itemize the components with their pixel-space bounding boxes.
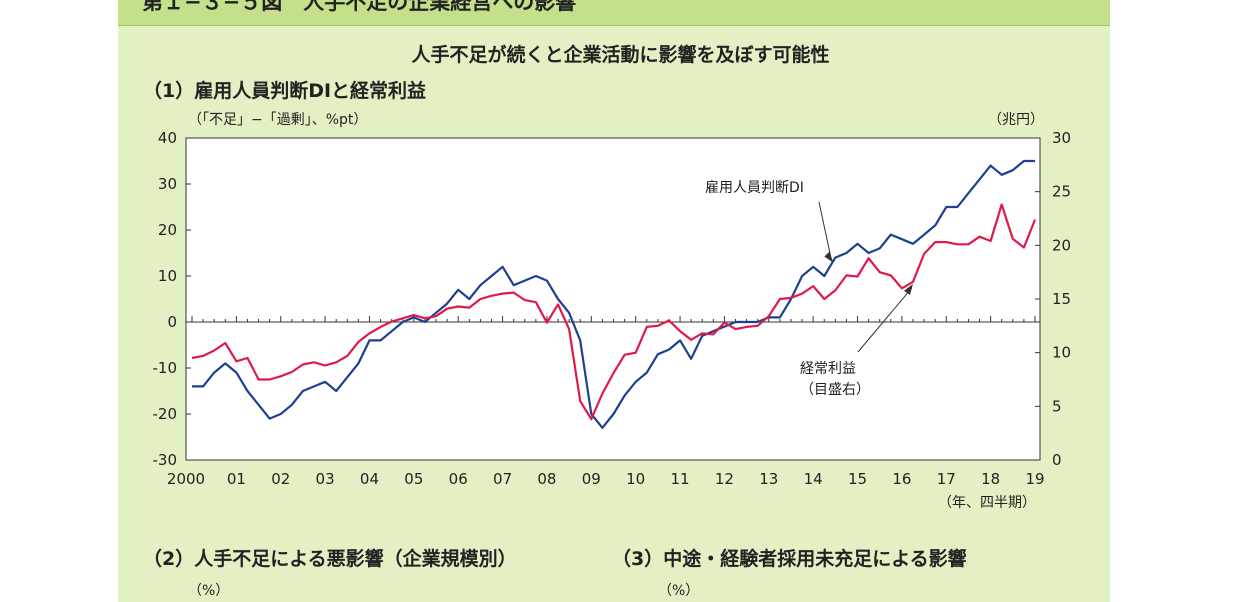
series-line-profit <box>191 203 1037 421</box>
left-tick-label: 10 <box>158 267 177 285</box>
right-axis-ticks: 30 25 20 15 10 5 0 <box>1035 129 1071 469</box>
x-tick-label: 01 <box>227 470 246 488</box>
panel1-title: （1）雇用人員判断DIと経常利益 <box>143 80 427 102</box>
figure-header: 第１−３−５図 人手不足の企業経営への影響 <box>118 0 1110 26</box>
x-tick-label: 11 <box>671 470 690 488</box>
left-axis-ticks: 40 30 20 10 0 -10 -20 -30 <box>153 129 191 469</box>
right-tick-label: 15 <box>1052 290 1071 308</box>
annotation-di-arrow <box>824 251 834 263</box>
x-tick-label: 04 <box>360 470 379 488</box>
right-axis-label: （兆円） <box>988 112 1044 128</box>
x-tick-label: 03 <box>316 470 335 488</box>
annotations: 雇用人員判断DI 経常利益 （目盛右） <box>705 179 913 398</box>
right-tick-label: 30 <box>1052 129 1071 147</box>
x-axis-ticks: 2000 01 02 03 04 05 06 07 08 09 10 11 12 13 14 15 16 17 18… <box>167 470 1045 488</box>
left-tick-label: -20 <box>153 405 178 423</box>
x-tick-label: 06 <box>449 470 468 488</box>
x-tick-label: 14 <box>804 470 823 488</box>
left-tick-label: -10 <box>153 359 178 377</box>
left-tick-label: -30 <box>153 451 178 469</box>
plot-area <box>185 137 1041 461</box>
left-tick-label: 20 <box>158 221 177 239</box>
annotation-di-leader <box>818 201 832 260</box>
right-tick-label: 20 <box>1052 236 1071 254</box>
x-tick-label: 18 <box>981 470 1000 488</box>
plot-frame <box>185 137 1041 461</box>
x-tick-label: 19 <box>1025 470 1044 488</box>
annotation-di-label: 雇用人員判断DI <box>705 179 804 196</box>
annotation-profit-note: （目盛右） <box>800 382 870 398</box>
right-tick-label: 25 <box>1052 183 1071 201</box>
x-tick-label: 07 <box>493 470 512 488</box>
right-tick-label: 10 <box>1052 344 1071 362</box>
panel3-title: （3）中途・経験者採用未充足による影響 <box>612 548 967 570</box>
annotation-profit-label: 経常利益 <box>800 361 856 377</box>
left-tick-label: 0 <box>167 313 177 331</box>
x-tick-label: 10 <box>626 470 645 488</box>
x-tick-label: 2000 <box>167 470 205 488</box>
right-tick-label: 0 <box>1052 451 1062 469</box>
annotation-profit-arrow <box>903 283 913 295</box>
x-tick-label: 17 <box>937 470 956 488</box>
x-tick-label: 13 <box>759 470 778 488</box>
left-axis-label: （「不足」−「過剰」、%pt） <box>188 112 368 128</box>
panel3-unit: （%） <box>658 583 700 599</box>
left-tick-label: 40 <box>158 129 177 147</box>
series-lines <box>191 159 1037 429</box>
x-tick-label: 08 <box>537 470 556 488</box>
left-tick-label: 30 <box>158 175 177 193</box>
annotation-profit-leader <box>857 287 913 353</box>
x-tick-label: 16 <box>892 470 911 488</box>
zero-line-with-ticks <box>186 316 1040 323</box>
headline: 人手不足が続くと企業活動に影響を及ぼす可能性 <box>411 44 830 66</box>
series-line-di <box>192 159 1035 429</box>
x-tick-label: 12 <box>715 470 734 488</box>
right-tick-label: 5 <box>1052 397 1062 415</box>
x-tick-label: 15 <box>848 470 867 488</box>
panel2-title: （2）人手不足による悪影響（企業規模別） <box>143 548 517 570</box>
panel2-unit: （%） <box>188 583 230 599</box>
x-tick-label: 05 <box>404 470 423 488</box>
x-tick-label: 09 <box>582 470 601 488</box>
figure-title: 第１−３−５図 人手不足の企業経営への影響 <box>142 0 577 14</box>
x-tick-label: 02 <box>271 470 290 488</box>
x-axis-unit: （年、四半期） <box>938 495 1036 511</box>
